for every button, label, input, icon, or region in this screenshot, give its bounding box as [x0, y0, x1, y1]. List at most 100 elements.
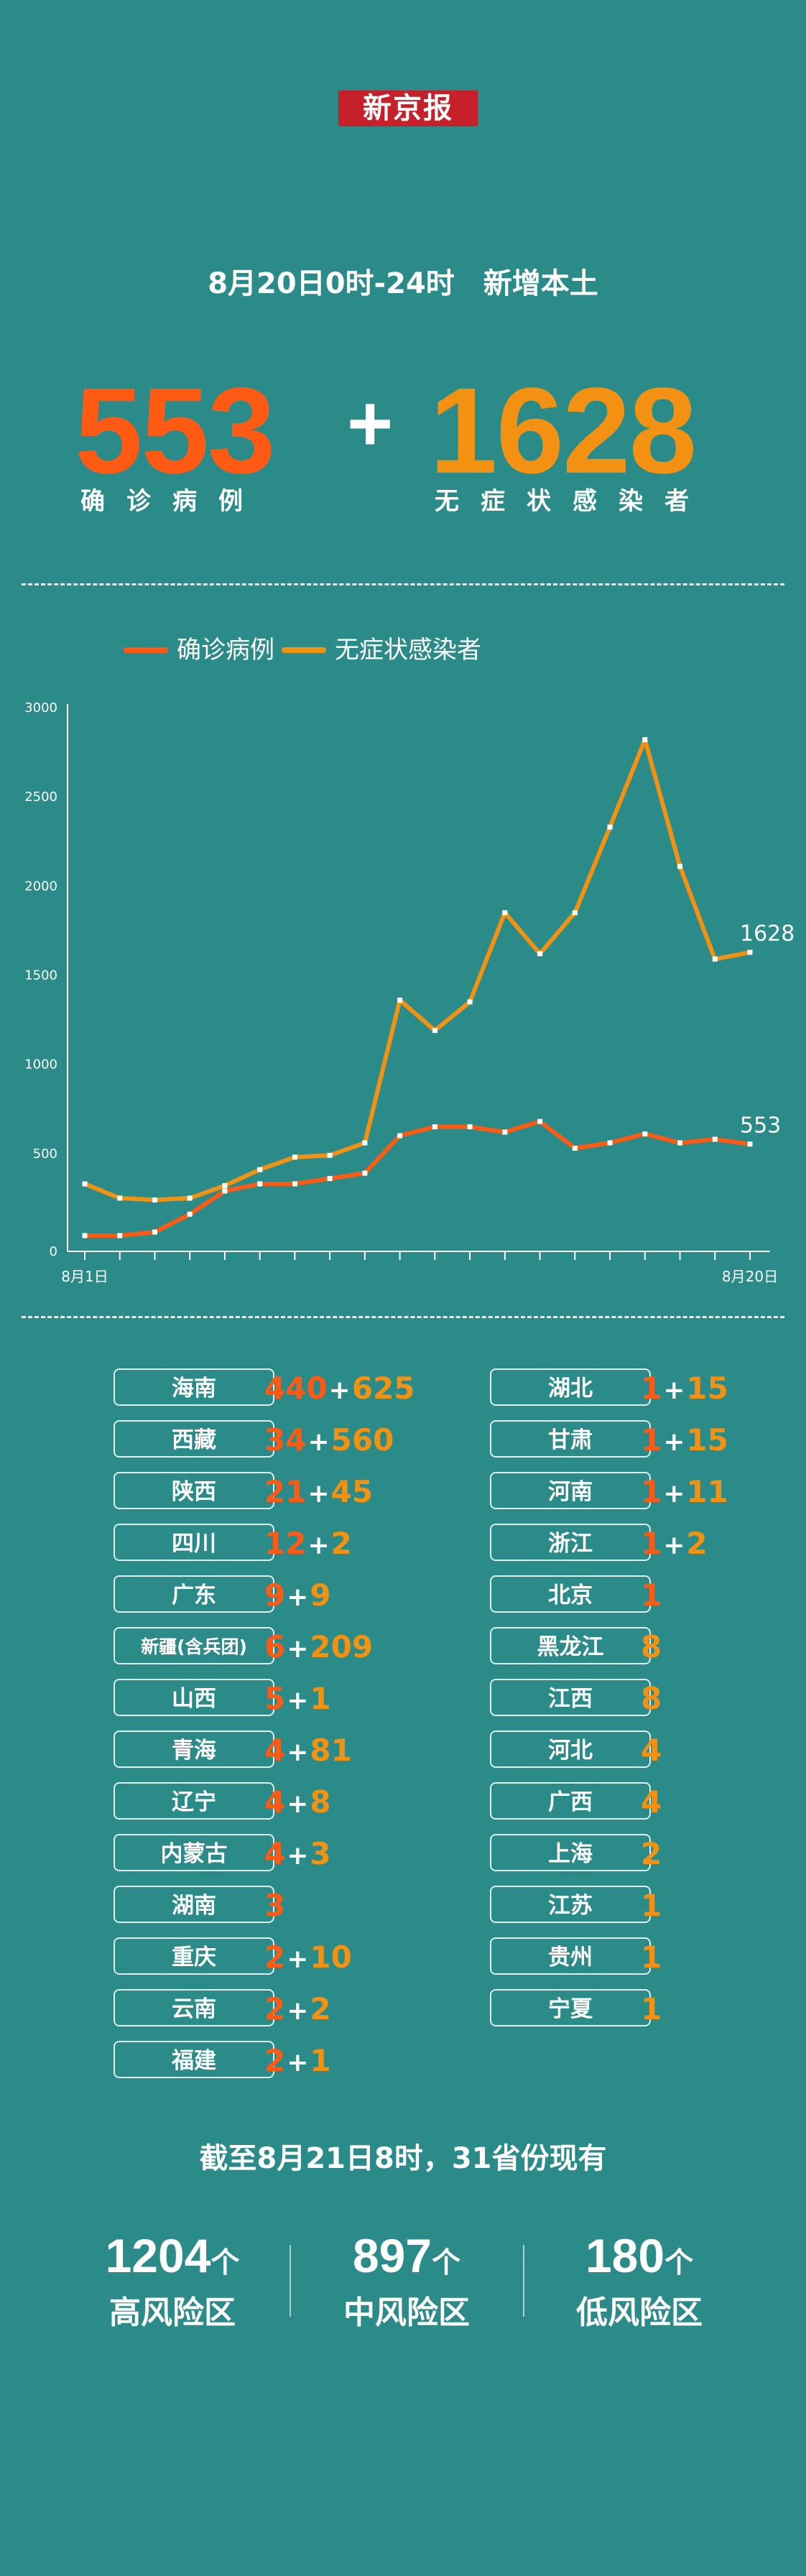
dashed-divider-middle [22, 1316, 784, 1318]
asymptomatic-count: 9 [310, 1577, 331, 1613]
y-tick-label: 500 [33, 1146, 57, 1162]
asymptomatic-count: 2 [310, 1991, 331, 2026]
right-province-value: 1+2 [641, 1525, 708, 1562]
right-province-value: 1 [641, 1939, 662, 1976]
risk-area-label: 高风险区 [109, 2294, 236, 2331]
data-point-confirmed [607, 1140, 613, 1146]
right-province-label: 黑龙江 [490, 1627, 651, 1664]
left-province-label: 陕西 [114, 1472, 274, 1509]
confirmed-count: 12 [264, 1526, 307, 1561]
plus-sign: + [287, 1686, 309, 1715]
data-point-confirmed [327, 1176, 333, 1182]
asymptomatic-count: 2 [330, 1526, 352, 1561]
data-point-confirmed [187, 1211, 193, 1217]
data-point-asymptomatic [677, 863, 683, 869]
y-tick-label: 2500 [24, 789, 57, 805]
end-label-confirmed: 553 [740, 1113, 781, 1139]
data-point-confirmed [117, 1233, 123, 1238]
data-point-confirmed [222, 1188, 228, 1194]
confirmed-count: 6 [264, 1629, 286, 1664]
left-province-value: 6+209 [264, 1628, 373, 1666]
left-province-label: 新疆(含兵团) [114, 1627, 274, 1664]
risk-count-number: 180 [585, 2229, 665, 2282]
asymptomatic-count: 15 [686, 1422, 728, 1458]
asymptomatic-total: 1628 [430, 363, 697, 499]
right-province-label: 浙江 [490, 1524, 651, 1561]
left-province-value: 5+1 [264, 1680, 331, 1718]
chart-legend: 确诊病例 无症状感染者 [124, 632, 488, 668]
risk-count-number: 1204 [105, 2229, 211, 2282]
right-province-label: 江西 [490, 1679, 651, 1716]
series-line-confirmed [83, 1119, 752, 1238]
asymptomatic-count: 1 [310, 1681, 331, 1716]
left-province-label: 辽宁 [114, 1782, 274, 1820]
confirmed-count: 1 [641, 1474, 662, 1509]
y-tick-label: 1500 [24, 968, 57, 983]
asymptomatic-count: 1 [641, 1888, 662, 1923]
data-point-confirmed [257, 1181, 263, 1187]
confirmed-total: 553 [75, 363, 276, 499]
plus-sign: + [287, 1583, 309, 1612]
newspaper-logo: 新京报 [338, 91, 478, 126]
data-point-confirmed [292, 1181, 297, 1187]
legend-swatch-asymptomatic [282, 647, 326, 653]
right-province-value: 1+11 [641, 1473, 728, 1511]
left-province-label: 内蒙古 [114, 1834, 274, 1871]
confirmed-count: 4 [264, 1733, 286, 1768]
asymptomatic-count: 10 [310, 1940, 352, 1975]
data-point-asymptomatic [292, 1154, 297, 1160]
confirmed-count: 2 [264, 2043, 286, 2078]
right-province-value: 4 [641, 1732, 662, 1769]
data-point-asymptomatic [642, 737, 648, 743]
data-point-asymptomatic [327, 1152, 333, 1158]
legend-item-confirmed: 确诊病例 [124, 632, 274, 668]
end-label-asymptomatic: 1628 [740, 922, 795, 947]
legend-swatch-confirmed [124, 647, 168, 653]
legend-item-asymptomatic: 无症状感染者 [282, 632, 481, 668]
data-point-asymptomatic [117, 1195, 123, 1201]
plus-sign: + [287, 1738, 309, 1767]
data-point-asymptomatic [712, 956, 718, 962]
left-province-label: 重庆 [114, 1937, 274, 1975]
data-point-confirmed [572, 1145, 578, 1151]
asymptomatic-count: 560 [330, 1422, 394, 1458]
left-province-value: 9+9 [264, 1577, 331, 1614]
confirmed-count: 9 [264, 1577, 286, 1613]
footer-title: 截至8月21日8时，31省份现有 [199, 2142, 607, 2175]
right-province-value: 1+15 [641, 1370, 728, 1407]
confirmed-count: 4 [264, 1784, 286, 1820]
data-point-asymptomatic [432, 1027, 437, 1033]
data-point-confirmed [677, 1140, 683, 1146]
asymptomatic-count: 15 [686, 1371, 728, 1406]
asymptomatic-count: 2 [686, 1526, 708, 1561]
risk-area-count: 180个 [521, 2227, 758, 2292]
confirmed-count: 4 [264, 1836, 286, 1871]
y-tick-label: 2000 [24, 879, 57, 894]
y-tick-label: 3000 [24, 700, 57, 715]
asymptomatic-count: 209 [310, 1629, 374, 1664]
plus-sign: + [663, 1479, 685, 1509]
plus-sign: + [663, 1531, 685, 1560]
data-point-asymptomatic [537, 951, 543, 957]
headline: 8月20日0时-24时 新增本土 [0, 262, 806, 305]
data-point-asymptomatic [747, 950, 753, 955]
asymptomatic-count: 3 [310, 1836, 331, 1871]
confirmed-count: 5 [264, 1681, 286, 1716]
left-province-label: 福建 [114, 2041, 274, 2078]
plus-sign: + [307, 1531, 330, 1560]
asymptomatic-count: 2 [641, 1836, 662, 1871]
right-province-value: 1+15 [641, 1422, 728, 1459]
x-tick-label-end: 8月20日 [722, 1268, 778, 1285]
y-tick-label: 1000 [24, 1057, 57, 1072]
right-province-label: 北京 [490, 1575, 651, 1613]
right-province-value: 8 [641, 1680, 662, 1718]
risk-count-unit: 个 [210, 2247, 240, 2279]
headline-period: 8月20日0时-24时 [208, 267, 455, 300]
left-province-label: 云南 [114, 1989, 274, 2026]
left-province-value: 2+10 [264, 1939, 352, 1976]
plus-sign: + [287, 1996, 309, 2026]
confirmed-count: 1 [641, 1422, 662, 1458]
data-point-confirmed [82, 1233, 88, 1238]
risk-area-item: 897个 中风险区 [288, 2227, 525, 2335]
line-chart: 0 500 1000 1500 2000 2500 3000 8月1日 8月20日 1628 553 [24, 700, 795, 1285]
